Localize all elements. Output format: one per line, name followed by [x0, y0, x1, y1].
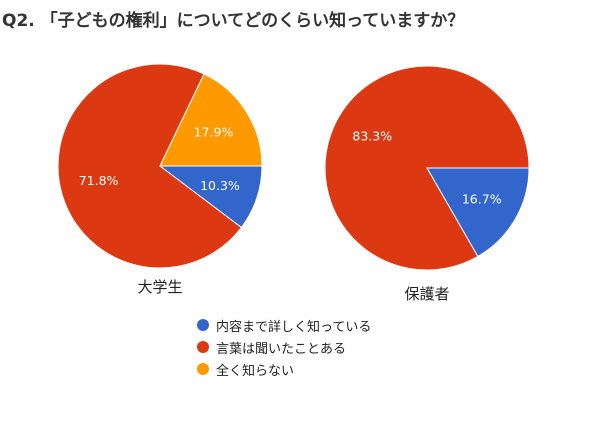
legend: 内容まで詳しく知っている 言葉は聞いたことある 全く知らない	[197, 314, 371, 380]
pie-slice-students-unknown	[159, 73, 263, 167]
legend-label-unknown: 全く知らない	[216, 363, 295, 379]
pie-slice-students-heard	[57, 63, 243, 269]
pie-label-parents-heard: 83.3%	[352, 128, 392, 143]
legend-item-heard: 言葉は聞いたことある	[197, 336, 371, 358]
legend-swatch-unknown	[197, 363, 209, 375]
pie-chart-students: 10.3% 71.8% 17.9%	[57, 63, 263, 269]
legend-item-detailed: 内容まで詳しく知っている	[197, 314, 371, 336]
pie-label-students-detailed: 10.3%	[200, 178, 240, 193]
pie-label-students-unknown: 17.9%	[194, 124, 234, 139]
pie-caption-parents: 保護者	[404, 285, 449, 303]
page-title: Q2. 「子どもの権利」についてどのくらい知っていますか？	[2, 11, 465, 31]
pie-slice-parents-detailed	[426, 167, 530, 258]
pie-caption-students: 大学生	[137, 278, 182, 296]
legend-swatch-detailed	[197, 319, 209, 331]
pie-label-students-heard: 71.8%	[79, 173, 119, 188]
pie-label-parents-detailed: 16.7%	[462, 192, 502, 207]
legend-swatch-heard	[197, 341, 209, 353]
legend-item-unknown: 全く知らない	[197, 358, 371, 380]
legend-label-detailed: 内容まで詳しく知っている	[216, 319, 372, 335]
pie-chart-parents: 16.7% 83.3%	[324, 65, 530, 271]
legend-label-heard: 言葉は聞いたことある	[216, 341, 347, 357]
pie-slice-parents-heard	[324, 65, 530, 271]
